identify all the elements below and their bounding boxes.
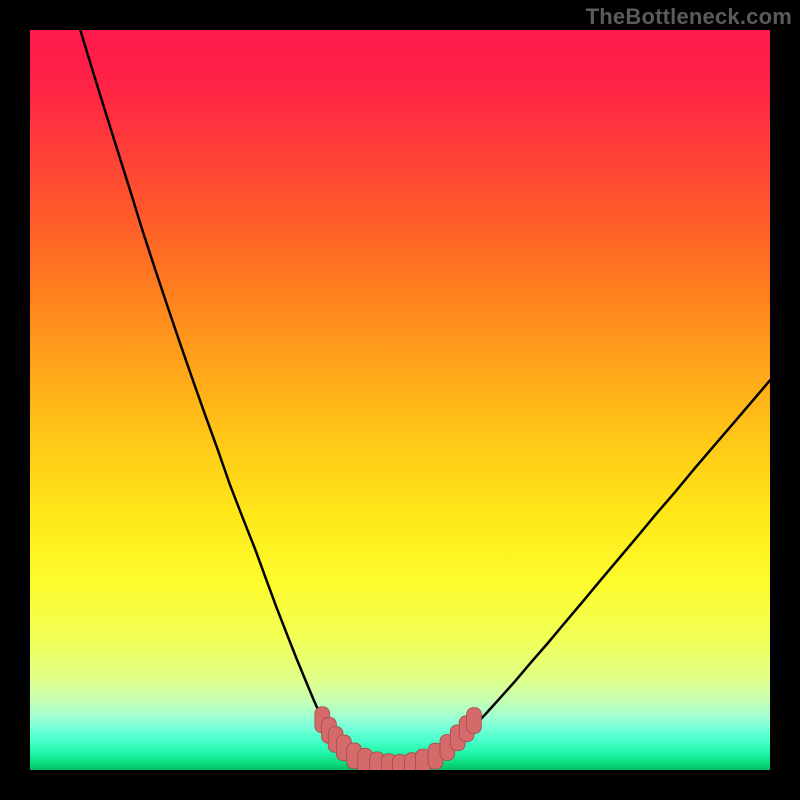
chart-svg — [30, 30, 770, 770]
plot-area — [30, 30, 770, 770]
background-gradient — [30, 30, 770, 770]
chart-frame: TheBottleneck.com — [0, 0, 800, 800]
curve-marker — [467, 708, 482, 734]
watermark-text: TheBottleneck.com — [586, 4, 792, 30]
